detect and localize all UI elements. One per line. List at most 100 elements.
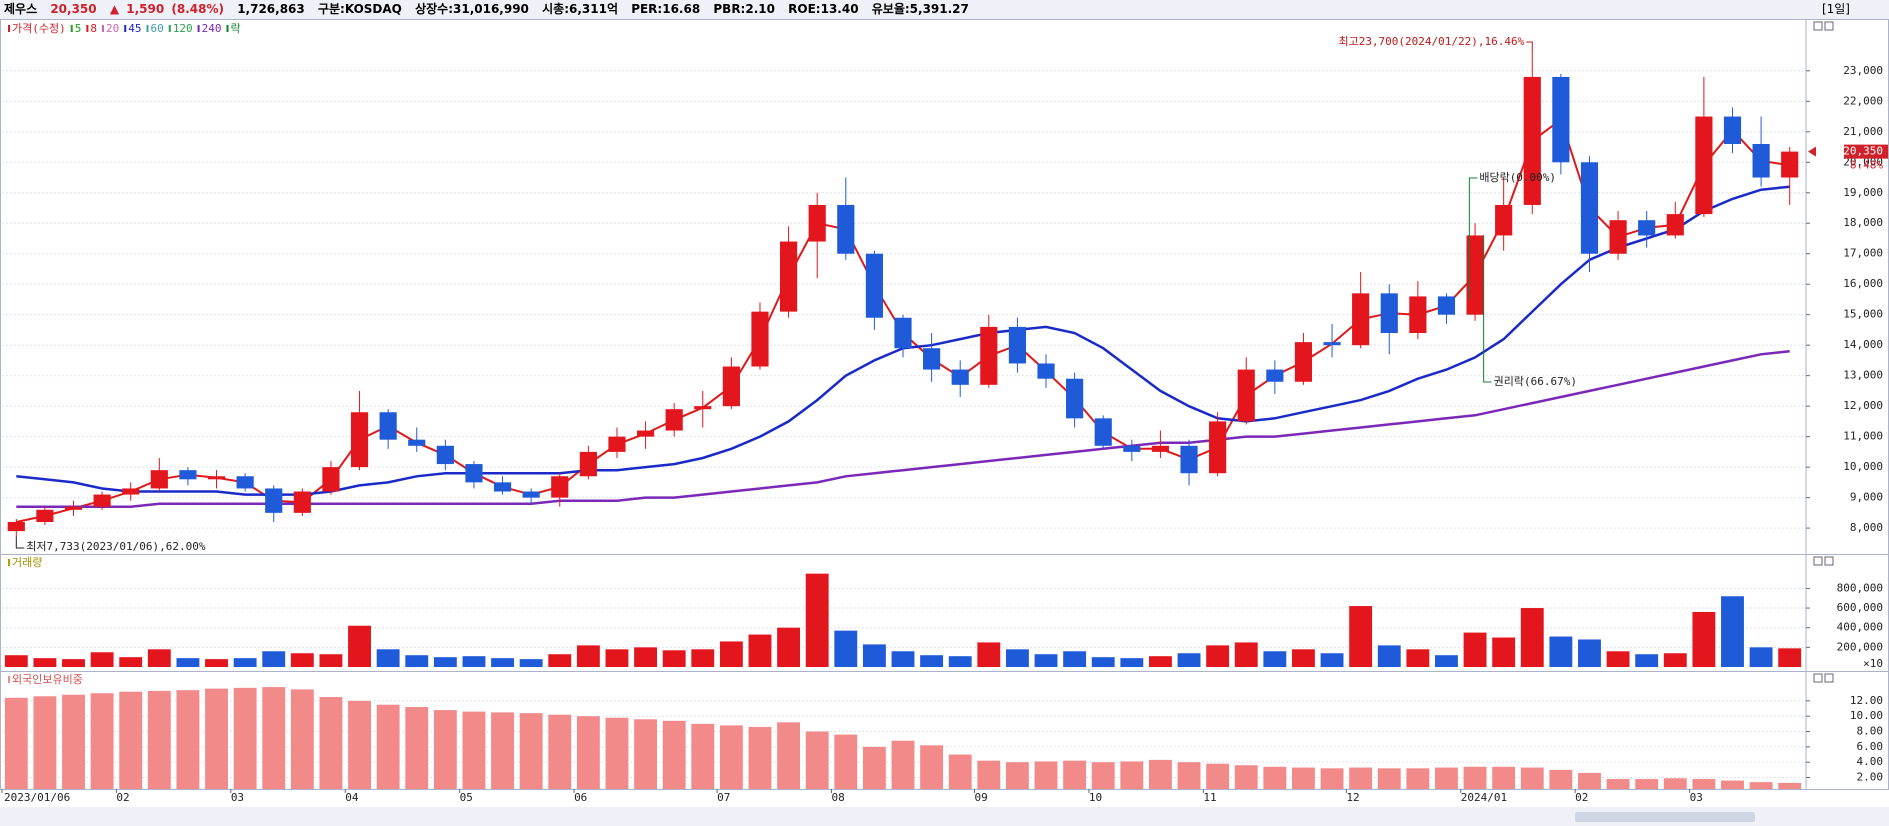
bar — [433, 710, 457, 789]
candle-body — [865, 253, 883, 318]
header-bar: 제우스 20,350 ▲ 1,590 (8.48%) 1,726,863 구분:… — [0, 0, 1889, 20]
candle-body — [1609, 220, 1627, 254]
bar — [519, 659, 543, 667]
change: 1,590 — [126, 2, 165, 16]
legend-entry: 20 — [106, 22, 119, 35]
x-tick-label: 04 — [345, 791, 359, 804]
candle-body — [608, 436, 626, 452]
scroll-thumb[interactable] — [1575, 812, 1755, 822]
candle-body — [207, 476, 226, 480]
x-tick-label: 12 — [1346, 791, 1359, 804]
scrollbar[interactable] — [0, 807, 1889, 826]
legend-swatch — [101, 25, 104, 32]
y-tick-label: 14,000 — [1843, 338, 1883, 351]
candle-body — [1380, 293, 1398, 333]
candle-body — [1695, 116, 1713, 215]
bar — [634, 719, 658, 789]
shares: 상장수:31,016,990 — [415, 2, 529, 16]
bar — [348, 700, 371, 789]
volume: 1,726,863 — [237, 2, 305, 16]
reserve: 유보율:5,391.27 — [871, 2, 969, 16]
y-tick-label: 8,000 — [1850, 521, 1883, 534]
bar — [920, 745, 944, 789]
roe: ROE:13.40 — [788, 2, 859, 16]
bar — [1063, 760, 1087, 789]
bar — [977, 642, 1001, 667]
bar — [977, 760, 1001, 789]
y-tick-label: 18,000 — [1843, 216, 1883, 229]
y-tick-label: 16,000 — [1843, 277, 1883, 290]
x-tick-label: 08 — [831, 791, 844, 804]
bar — [1749, 782, 1773, 789]
ex-dividend-line — [1468, 177, 1478, 300]
panel-btn — [1824, 556, 1834, 566]
y-tick-label: 2.00 — [1857, 771, 1884, 784]
y-tick-label: 10,000 — [1843, 460, 1883, 473]
bar — [1091, 657, 1115, 667]
bar — [1463, 632, 1487, 667]
bar — [1692, 779, 1716, 789]
bar — [1778, 648, 1802, 667]
bar — [1005, 762, 1029, 789]
candle-body — [1523, 76, 1541, 205]
bar — [1606, 651, 1630, 667]
candle-body — [1209, 421, 1227, 474]
legend-entry: 60 — [150, 22, 163, 35]
candle-body — [293, 491, 311, 513]
candle-body — [1352, 293, 1370, 346]
bar — [376, 649, 400, 667]
candle-body — [694, 406, 712, 410]
panel-frame — [0, 19, 1889, 555]
bar — [805, 573, 829, 667]
candle-body — [1066, 378, 1084, 419]
bar — [719, 725, 743, 789]
bar — [1520, 767, 1544, 789]
candle-body — [1495, 204, 1513, 236]
legend-swatch — [124, 25, 127, 32]
pbr: PBR:2.10 — [713, 2, 775, 16]
candle-body — [951, 369, 969, 385]
bar — [1263, 651, 1287, 667]
bar — [1234, 765, 1258, 789]
panel-btn — [1824, 21, 1834, 31]
bar — [805, 731, 829, 789]
bar — [1578, 772, 1601, 789]
bar — [1549, 769, 1573, 789]
bar — [576, 716, 600, 789]
candle-body — [665, 409, 683, 431]
bar — [1091, 762, 1115, 789]
candle-body — [923, 348, 941, 370]
bar — [748, 726, 772, 789]
candle-body — [493, 482, 512, 492]
bar — [4, 697, 28, 789]
candle-body — [1638, 220, 1656, 236]
bar — [634, 647, 658, 667]
bar — [548, 714, 572, 789]
candle-body — [322, 467, 340, 492]
bar — [119, 691, 143, 789]
y-tick-label: 12,000 — [1843, 399, 1883, 412]
bar — [605, 649, 629, 667]
bar — [4, 655, 28, 667]
candle-body — [1180, 445, 1198, 474]
bar — [605, 717, 629, 789]
ex-rights-label: 권리락(66.67%) — [1494, 375, 1577, 388]
bar — [891, 651, 915, 667]
bar — [548, 654, 572, 667]
legend-entry: 5 — [75, 22, 82, 35]
candle-body — [636, 430, 655, 437]
bar — [1206, 645, 1230, 667]
bar — [1377, 768, 1401, 789]
bar — [1492, 766, 1516, 789]
bar — [290, 689, 314, 789]
price-pointer — [1808, 146, 1816, 157]
panel-btn — [1813, 556, 1823, 566]
period[interactable]: [1일] — [1821, 2, 1850, 16]
legend-swatch — [70, 25, 73, 32]
candle-body — [551, 476, 569, 498]
legend-swatch — [226, 25, 229, 32]
bar — [405, 655, 429, 667]
bar — [348, 625, 371, 667]
low-arrow — [15, 536, 25, 549]
bar — [1263, 766, 1287, 789]
